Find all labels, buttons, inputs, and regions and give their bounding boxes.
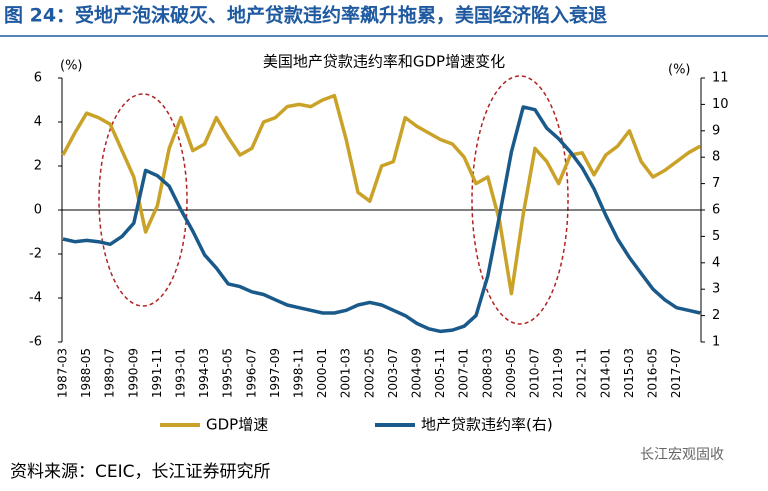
x-tick-label: 2014-01 bbox=[598, 348, 612, 398]
y-tick-label: -4 bbox=[29, 291, 42, 306]
chart-title: 美国地产贷款违约率和GDP增速变化 bbox=[263, 53, 505, 71]
x-tick-label: 1995-05 bbox=[221, 348, 235, 398]
y-unit: (%) bbox=[60, 59, 83, 74]
x-tick-label: 2009-05 bbox=[504, 348, 518, 398]
y-tick-label: -2 bbox=[29, 247, 42, 262]
y-tick-label: 6 bbox=[34, 71, 42, 86]
legend-label: GDP增速 bbox=[206, 416, 268, 434]
y2-tick-label: 10 bbox=[712, 97, 729, 112]
legend-label: 地产贷款违约率(右) bbox=[421, 416, 553, 434]
source: 资料来源：CEIC，长江证券研究所 bbox=[10, 462, 271, 482]
y2-tick-label: 3 bbox=[712, 282, 720, 297]
x-tick-label: 2016-05 bbox=[646, 348, 660, 398]
x-tick-label: 1996-07 bbox=[244, 348, 258, 398]
x-tick-label: 2015-03 bbox=[622, 348, 636, 398]
y2-tick-label: 9 bbox=[712, 123, 720, 138]
x-tick-label: 1988-05 bbox=[79, 348, 93, 398]
data-line bbox=[62, 105, 701, 334]
x-tick-label: 1987-03 bbox=[56, 348, 70, 398]
x-tick-label: 2007-01 bbox=[457, 348, 471, 398]
highlight-ellipse bbox=[98, 93, 188, 307]
x-tick-label: 2010-07 bbox=[528, 348, 542, 398]
x-tick-label: 2000-01 bbox=[315, 348, 329, 398]
x-tick-label: 1989-07 bbox=[103, 348, 117, 398]
x-tick-label: 2003-07 bbox=[386, 348, 400, 398]
x-tick-label: 2002-05 bbox=[362, 348, 376, 398]
x-tick-label: 1993-01 bbox=[174, 348, 188, 398]
x-tick-label: 1997-09 bbox=[268, 348, 282, 398]
x-tick-label: 2004-09 bbox=[410, 348, 424, 398]
y2-tick-label: 6 bbox=[712, 203, 720, 218]
x-tick-label: 2011-09 bbox=[551, 348, 565, 398]
x-tick-label: 2012-11 bbox=[575, 348, 589, 398]
y2-tick-label: 4 bbox=[712, 255, 720, 270]
y2-tick-label: 8 bbox=[712, 150, 720, 165]
y-tick-label: 0 bbox=[34, 203, 42, 218]
watermark: 长江宏观固收 bbox=[640, 447, 724, 463]
y2-tick-label: 7 bbox=[712, 176, 720, 191]
x-tick-label: 2001-03 bbox=[339, 348, 353, 398]
x-tick-label: 1994-03 bbox=[197, 348, 211, 398]
y-tick-label: -6 bbox=[29, 335, 42, 350]
x-tick-label: 2017-07 bbox=[669, 348, 683, 398]
y2-tick-label: 1 bbox=[712, 335, 720, 350]
data-line bbox=[61, 93, 702, 296]
y2-tick-label: 5 bbox=[712, 229, 720, 244]
x-tick-label: 2008-03 bbox=[480, 348, 494, 398]
y2-tick-label: 2 bbox=[712, 308, 720, 323]
y-tick-label: 2 bbox=[34, 159, 42, 174]
x-tick-label: 1998-11 bbox=[292, 348, 306, 398]
x-tick-label: 1991-11 bbox=[150, 348, 164, 398]
y2-unit: (%) bbox=[668, 63, 691, 78]
x-tick-label: 1990-09 bbox=[126, 348, 140, 398]
highlight-ellipse bbox=[471, 75, 569, 325]
y2-tick-label: 11 bbox=[712, 71, 729, 86]
y-tick-label: 4 bbox=[34, 115, 42, 130]
figure-title: 图 24：受地产泡沫破灭、地产贷款违约率飙升拖累，美国经济陷入衰退 bbox=[4, 4, 607, 27]
x-tick-label: 2005-11 bbox=[433, 348, 447, 398]
